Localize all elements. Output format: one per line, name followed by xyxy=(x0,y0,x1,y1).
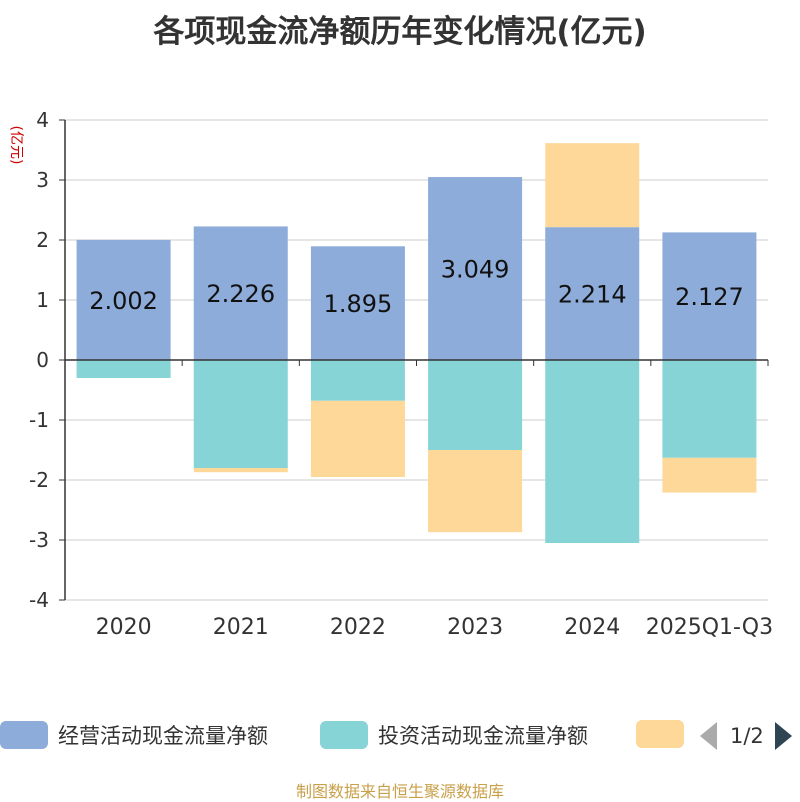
y-tick-label: 2 xyxy=(36,228,49,252)
legend-page-indicator: 1/2 xyxy=(730,724,764,748)
data-label: 1.895 xyxy=(324,290,393,318)
x-tick-label: 2025Q1-Q3 xyxy=(646,615,773,640)
y-tick-label: 1 xyxy=(36,288,49,312)
legend-label-operating: 经营活动现金流量净额 xyxy=(58,724,268,748)
chart-title: 各项现金流净额历年变化情况(亿元) xyxy=(153,14,647,50)
bar-2 xyxy=(428,360,523,450)
x-tick-label: 2023 xyxy=(447,615,503,640)
next-page-icon[interactable] xyxy=(774,722,792,750)
bar-2 xyxy=(76,360,171,378)
y-tick-label: -1 xyxy=(29,408,49,432)
bar-1 xyxy=(193,226,288,360)
data-source-note: 制图数据来自恒生聚源数据库 xyxy=(295,782,504,801)
legend-item-operating[interactable]: 经营活动现金流量净额 xyxy=(0,720,268,750)
y-tick-label: -3 xyxy=(29,528,49,552)
legend-pager: 1/2 xyxy=(700,722,792,750)
y-tick-label: -4 xyxy=(29,588,49,612)
bar-3 xyxy=(310,400,405,477)
bar-1 xyxy=(76,239,171,360)
bar-2 xyxy=(310,360,405,401)
x-tick-label: 2021 xyxy=(213,615,269,640)
y-axis-title: (亿元) xyxy=(8,126,24,165)
legend-swatch-financing xyxy=(636,720,684,748)
bar-1 xyxy=(310,246,405,360)
legend-swatch-investing xyxy=(320,721,368,749)
data-label: 2.002 xyxy=(89,287,158,315)
legend-swatch-operating xyxy=(0,721,48,749)
bar-1 xyxy=(545,227,640,360)
y-tick-label: -2 xyxy=(29,468,49,492)
y-tick-label: 0 xyxy=(36,348,49,372)
bar-3 xyxy=(193,468,288,473)
legend: 经营活动现金流量净额 投资活动现金流量净额 1/2 xyxy=(0,714,800,754)
data-label: 2.226 xyxy=(206,280,275,308)
bar-2 xyxy=(545,360,640,543)
legend-item-investing[interactable]: 投资活动现金流量净额 xyxy=(320,720,588,750)
y-tick-label: 4 xyxy=(36,108,49,132)
y-tick-label: 3 xyxy=(36,168,49,192)
x-tick-label: 2024 xyxy=(564,615,620,640)
bar-2 xyxy=(193,360,288,468)
bar-1 xyxy=(428,177,523,360)
bar-3 xyxy=(662,457,757,493)
data-label: 2.127 xyxy=(675,283,744,311)
x-tick-label: 2022 xyxy=(330,615,386,640)
chart-area: -4 -3 -2 -1 0 1 2 3 4 (亿元) 2.002 2020 2.226 2021 1.895… xyxy=(8,108,773,640)
data-label: 2.214 xyxy=(558,281,627,309)
x-tick-label: 2020 xyxy=(96,615,152,640)
bar-3 xyxy=(428,450,523,533)
legend-label-investing: 投资活动现金流量净额 xyxy=(378,724,588,748)
bar-2 xyxy=(662,360,757,458)
data-label: 3.049 xyxy=(441,256,510,284)
prev-page-icon[interactable] xyxy=(700,722,717,750)
legend-item-financing[interactable] xyxy=(636,720,684,748)
bar-1 xyxy=(662,232,757,360)
bar-3 xyxy=(545,143,640,228)
